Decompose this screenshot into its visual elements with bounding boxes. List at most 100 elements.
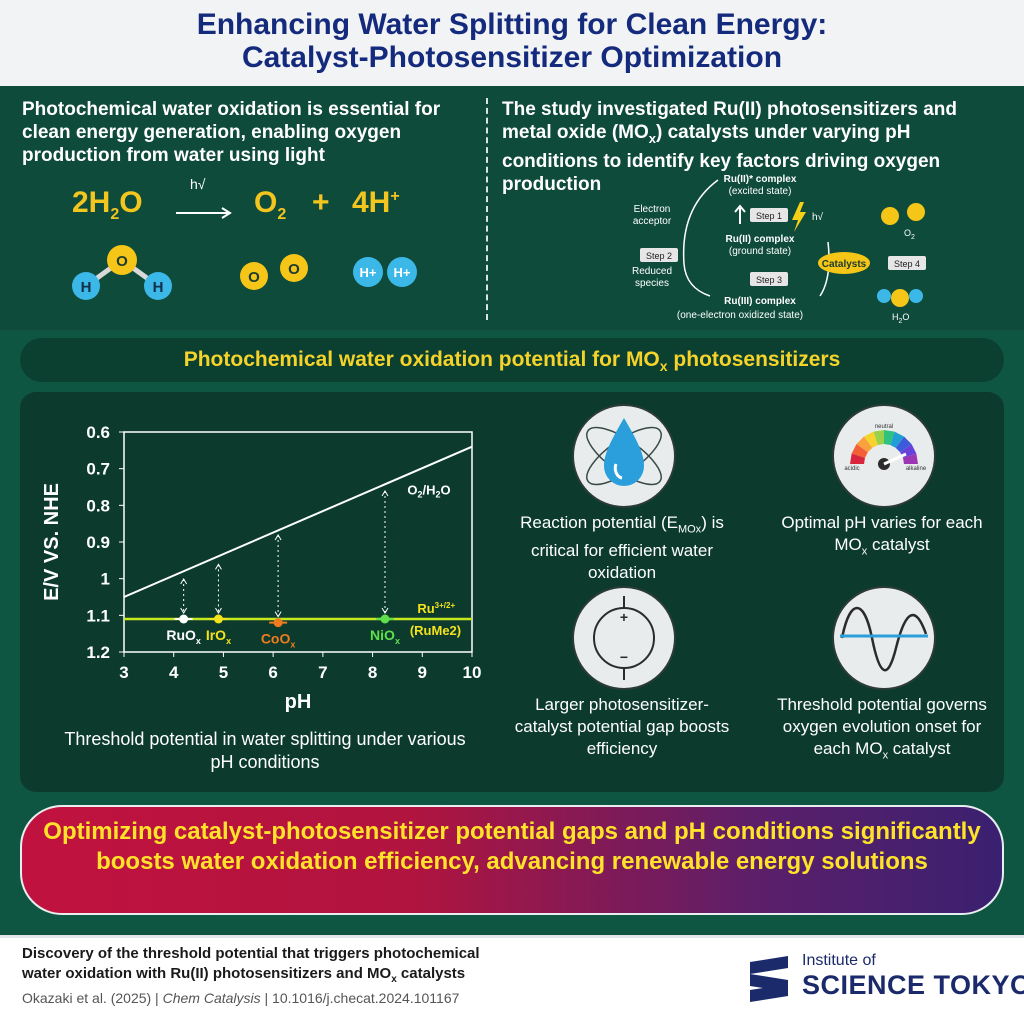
threshold-wave-icon (840, 606, 928, 672)
acceptor-label-2: acceptor (633, 216, 672, 227)
feature1-post: ) is critical for efficient water oxidat… (530, 513, 724, 583)
acceptor-label-1: Electron (634, 204, 671, 215)
svg-text:H+: H+ (360, 265, 377, 280)
potential-vs-ph-chart: E/V VS. NHE pH 3 4 5 6 7 8 9 10 0.6 0.7 0.8 0.9 1 1.1… (41, 423, 481, 713)
gap-arrow-head-bottom (215, 607, 222, 614)
x-tick-label: 9 (418, 663, 427, 682)
y-tick-label: 0.6 (86, 423, 110, 442)
citation-sep1: | (151, 990, 163, 1006)
science-tokyo-logo-icon (750, 956, 788, 1002)
feature4-sub: x (882, 749, 889, 762)
svg-text:H: H (153, 279, 164, 296)
water-drop-orbit-icon (586, 418, 662, 486)
gauge-segment (850, 453, 865, 464)
intro-left-text: Photochemical water oxidation is essenti… (22, 99, 441, 166)
cycle-ground-sub: (ground state) (729, 246, 791, 257)
gauge-segment (890, 431, 904, 448)
feature-threshold-icon-frame (832, 586, 936, 690)
gap-arrow-head-top (381, 490, 389, 497)
cycle-excited-sub: (excited state) (729, 186, 792, 197)
citation-sep2: | (260, 990, 273, 1006)
data-point-label: RuOx (166, 627, 201, 646)
h2o-reactant-icon (891, 289, 909, 307)
paper-title-line2-sub: x (391, 974, 397, 985)
paper-title: Discovery of the threshold potential tha… (22, 944, 582, 990)
step2-badge (640, 248, 678, 262)
y-tick-label: 0.9 (86, 533, 110, 552)
feature4-post: catalyst (888, 739, 951, 758)
chart-x-axis-label: pH (285, 691, 312, 713)
cycle-oxidized-label: Ru(III) complex (724, 296, 796, 307)
paper-title-line1: Discovery of the threshold potential tha… (22, 945, 480, 962)
y-tick-label: 1.1 (86, 606, 110, 625)
data-point (380, 614, 390, 624)
feature2-pre: Optimal pH varies for each MO (781, 513, 983, 554)
catalysts-pill (818, 252, 870, 274)
gap-arrow-head-top (180, 578, 188, 585)
data-point-label: NiOx (370, 627, 400, 646)
oxygen-molecule-icon: O O (240, 254, 308, 290)
gauge-segment (903, 453, 918, 464)
cycle-left-arc-icon (682, 179, 719, 297)
feature2-post: catalyst (867, 535, 930, 554)
citation: Okazaki et al. (2025) | Chem Catalysis |… (22, 990, 459, 1006)
page-title-line2: Catalyst-Photosensitizer Optimization (241, 41, 783, 74)
data-point-label: CoOx (261, 631, 296, 650)
reaction-arrow-icon (176, 207, 232, 219)
reduced-label-2: species (635, 278, 669, 289)
gauge-segment (864, 431, 878, 448)
conclusion-banner: Optimizing catalyst-photosensitizer pote… (20, 805, 1004, 915)
feature4-pre: Threshold potential governs oxygen evolu… (777, 695, 987, 758)
feature2-sub: x (861, 545, 868, 558)
molecule-illustrations: O H H O O H+ H+ (72, 245, 417, 300)
cycle-ground-label: Ru(II) complex (726, 234, 795, 245)
data-point (179, 614, 189, 624)
cycle-right-arc-icon (819, 241, 830, 297)
feature-reaction-potential-text: Reaction potential (EMOx) is critical fo… (512, 512, 732, 584)
lightning-icon (792, 202, 806, 232)
gauge-neutral-label: neutral (875, 424, 893, 430)
footer (0, 935, 1024, 1027)
product2-sup: + (390, 188, 400, 205)
svg-text:H: H (81, 279, 92, 296)
x-tick-label: 8 (368, 663, 377, 682)
photocatalytic-cycle-diagram: Ru(II)* complex (excited state) Step 1 h… (632, 174, 926, 325)
product-o2: O2 (254, 186, 286, 224)
gap-arrow-head-bottom (274, 611, 282, 618)
citation-journal: Chem Catalysis (162, 990, 261, 1006)
gauge-alkaline-label: alkaline (906, 466, 927, 472)
reaction-arrow (176, 194, 236, 228)
step2-label: Step 2 (646, 251, 672, 261)
product1-sub: 2 (277, 206, 287, 223)
gauge-acidic-label: acidic (844, 466, 859, 472)
plus-sign: + (312, 186, 330, 219)
paper-title-line2-post: catalysts (396, 965, 466, 982)
institution-logo[interactable]: Institute of SCIENCE TOKYO (744, 948, 1024, 1008)
banner-pre: Photochemical water oxidation potential … (183, 348, 660, 371)
ru-line-label: Ru3+/2+ (417, 601, 455, 616)
feature1-pre: Reaction potential (E (520, 513, 678, 532)
intro-right-text: The study investigated Ru(II) photosensi… (502, 98, 1002, 196)
svg-text:H+: H+ (394, 265, 411, 280)
gauge-segment (873, 430, 884, 445)
x-tick-label: 3 (119, 663, 128, 682)
feature-reaction-potential-icon-frame (572, 404, 676, 508)
step1-badge (750, 208, 788, 222)
feature-potential-gap-icon-frame: + − (572, 586, 676, 690)
product-h: 4H+ (352, 186, 400, 220)
citation-doi[interactable]: 10.1016/j.checat.2024.101167 (272, 990, 460, 1006)
catalysts-label: Catalysts (822, 259, 867, 270)
o2-h2o-line (123, 445, 473, 598)
chart-y-axis-label: E/V VS. NHE (41, 483, 63, 601)
step3-label: Step 3 (756, 275, 782, 285)
reactant-coef: 2H (72, 186, 111, 219)
feature-optimal-ph-icon-frame: neutral acidic alkaline (832, 404, 936, 508)
o2-product-icon (881, 207, 899, 225)
logo-text-small: Institute of (802, 952, 876, 969)
plus-icon: + (620, 609, 628, 625)
gauge-segment (851, 444, 868, 458)
feature-threshold-text: Threshold potential governs oxygen evolu… (772, 694, 992, 766)
feature-potential-gap-text: Larger photosensitizer-catalyst potentia… (514, 695, 730, 758)
svg-text:O: O (116, 253, 128, 270)
